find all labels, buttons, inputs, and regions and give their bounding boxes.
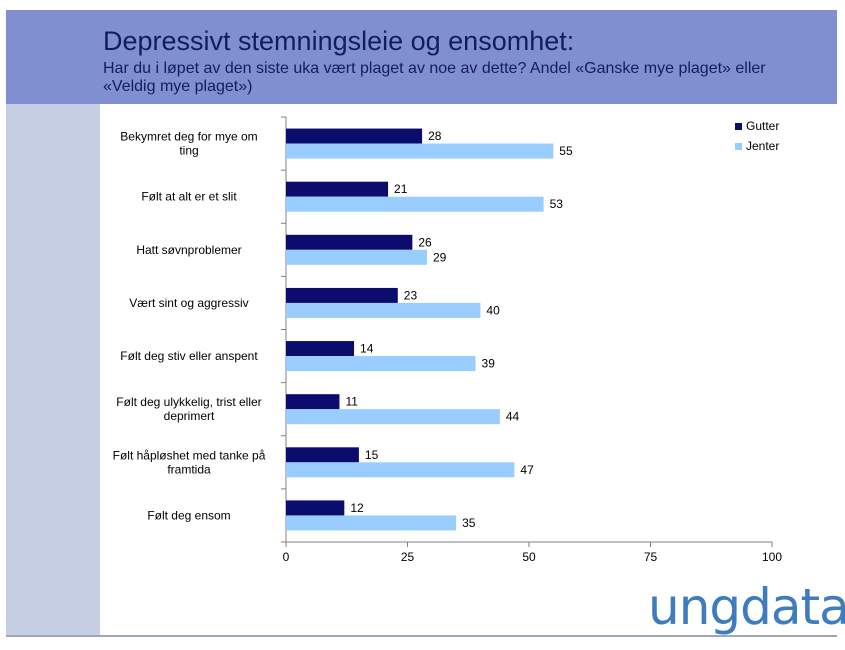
data-label: 29 xyxy=(433,250,447,264)
category-label: Følt deg ensom xyxy=(147,508,230,522)
data-label: 14 xyxy=(360,342,374,356)
data-label: 26 xyxy=(418,235,432,249)
data-label: 40 xyxy=(486,303,500,317)
page-subtitle: Har du i løpet av den siste uka vært pla… xyxy=(103,60,766,95)
bar-gutter xyxy=(286,234,413,250)
bar-jenter xyxy=(286,409,500,425)
legend-swatch-jenter xyxy=(735,143,742,150)
bar-gutter xyxy=(286,500,345,516)
bar-jenter xyxy=(286,143,554,159)
legend-swatch-gutter xyxy=(735,123,742,130)
data-label: 15 xyxy=(365,448,379,462)
bar-jenter xyxy=(286,515,457,531)
bar-jenter xyxy=(286,462,515,478)
data-label: 11 xyxy=(345,395,358,409)
legend-label-gutter: Gutter xyxy=(746,119,779,133)
bar-gutter xyxy=(286,128,423,144)
bar-gutter xyxy=(286,181,389,197)
header-band: Depressivt stemningsleie og ensomhet: Ha… xyxy=(6,10,837,104)
legend-label-jenter: Jenter xyxy=(746,139,779,153)
bar-gutter xyxy=(286,394,340,410)
bar-gutter xyxy=(286,447,359,463)
category-label: Hatt søvnproblemer xyxy=(136,243,241,257)
x-tick-label: 0 xyxy=(283,550,290,564)
bar-jenter xyxy=(286,196,544,212)
data-label: 12 xyxy=(350,501,364,515)
x-tick-label: 50 xyxy=(522,550,536,564)
page-title: Depressivt stemningsleie og ensomhet: xyxy=(103,26,575,56)
data-label: 23 xyxy=(404,288,418,302)
data-label: 21 xyxy=(394,182,408,196)
category-label: Følt håpløshet med tanke på framtida xyxy=(113,448,266,476)
bar-jenter xyxy=(286,249,427,265)
sidebar-band xyxy=(6,104,100,635)
x-tick-label: 75 xyxy=(644,550,658,564)
x-tick-label: 25 xyxy=(401,550,415,564)
data-label: 35 xyxy=(462,516,476,530)
bar-jenter xyxy=(286,302,481,318)
bar-jenter xyxy=(286,356,476,372)
data-label: 44 xyxy=(506,410,520,424)
x-tick-label: 100 xyxy=(762,550,782,564)
data-label: 53 xyxy=(550,197,564,211)
data-label: 28 xyxy=(428,129,442,143)
category-label: Følt deg stiv eller anspent xyxy=(120,349,258,363)
category-label: Bekymret deg for mye om ting xyxy=(120,130,257,158)
data-label: 39 xyxy=(482,357,496,371)
bottom-divider xyxy=(6,635,837,637)
category-label: Følt at alt er et slit xyxy=(141,190,237,204)
category-label: Vært sint og aggressiv xyxy=(129,296,248,310)
data-label: 55 xyxy=(559,144,573,158)
data-label: 47 xyxy=(520,463,534,477)
ungdata-logo: ungdata xyxy=(648,578,845,636)
category-label: Følt deg ulykkelig, trist eller deprimert xyxy=(116,395,261,423)
bar-gutter xyxy=(286,341,355,357)
bar-gutter xyxy=(286,287,398,303)
